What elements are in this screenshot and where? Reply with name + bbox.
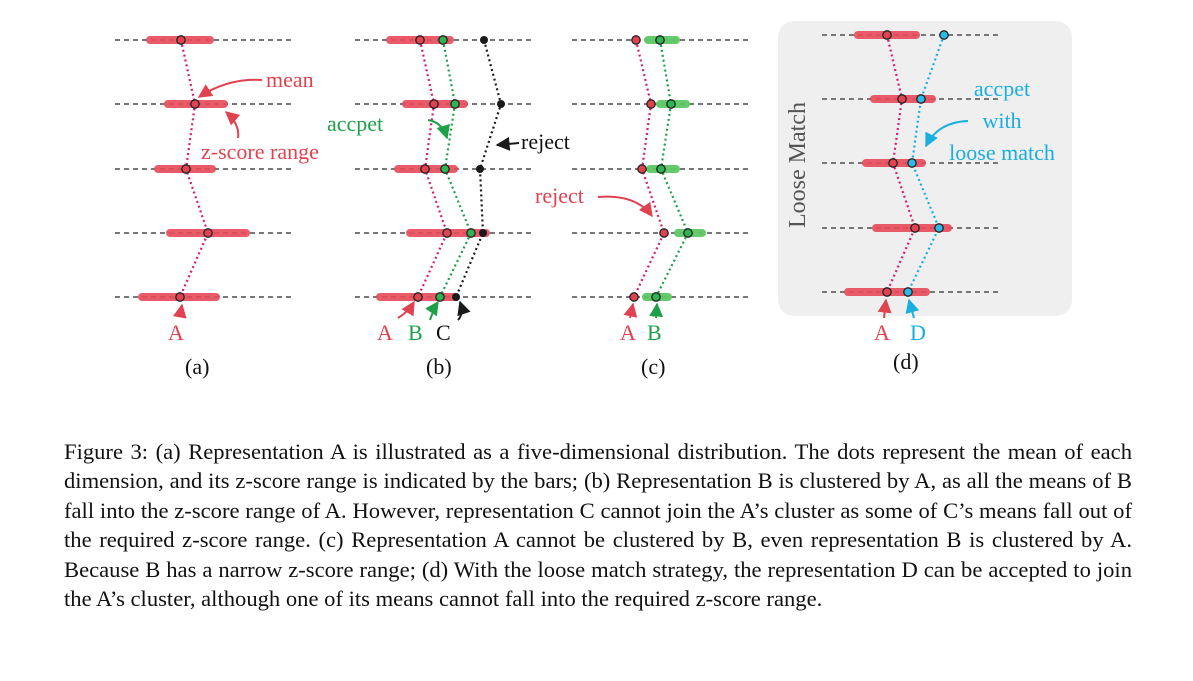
zscore-label: z-score range <box>201 139 319 164</box>
rep-a-label-d: A <box>874 320 890 345</box>
figure-caption: Figure 3: (a) Representation A is illust… <box>64 439 1132 612</box>
rep-a-means-d <box>882 30 920 297</box>
rep-a-zscore-bars-b <box>376 36 490 301</box>
panel-c-label: (c) <box>641 354 665 379</box>
panel-a: mean z-score range A (a) <box>115 35 319 379</box>
rep-b-label-b: B <box>408 320 423 345</box>
zscore-arrow <box>224 111 241 139</box>
rep-b-means-c <box>651 35 693 302</box>
accept-arrow <box>427 119 450 140</box>
rep-c-pointer <box>457 300 471 321</box>
panel-d: Loose Match <box>785 30 1055 374</box>
loose-match-panel <box>778 21 1072 316</box>
rep-d-pointer <box>905 298 920 319</box>
rep-a-pointer-c <box>623 302 638 319</box>
rep-c-means <box>452 36 505 301</box>
rep-a-pointer-d <box>877 298 892 319</box>
rep-d-means <box>903 30 949 297</box>
accept-label: accpet <box>327 111 383 136</box>
rep-a-zscore-bars <box>138 36 250 301</box>
rep-a-means-c <box>629 35 669 302</box>
panel-b: accpet reject A B C (b) <box>327 35 570 379</box>
reject-label-c: reject <box>535 183 584 208</box>
rep-d-mean-line <box>907 34 946 293</box>
loose-match-title: Loose Match <box>785 102 811 228</box>
mean-label: mean <box>266 67 314 92</box>
rep-a-pointer-b <box>397 300 415 319</box>
reject-label: reject <box>521 129 570 154</box>
rep-a-label-c: A <box>620 320 636 345</box>
rep-b-means <box>435 35 476 302</box>
loose-accept-line2: with <box>982 108 1021 133</box>
rep-c-label: C <box>436 320 451 345</box>
loose-accept-line3: loose match <box>949 140 1055 165</box>
rep-c-mean-line <box>454 39 503 298</box>
rep-a-label-b: A <box>377 320 393 345</box>
rep-b-label-c: B <box>647 320 662 345</box>
loose-accept-arrow <box>925 120 969 148</box>
reject-arrow-c <box>597 195 653 218</box>
figure-illustration: mean z-score range A (a) <box>115 21 1072 379</box>
panel-b-label: (b) <box>426 354 452 379</box>
panel-c: reject A B (c) <box>535 35 752 379</box>
rep-a-pointer <box>172 303 187 319</box>
loose-accept-line1: accpet <box>974 76 1030 101</box>
rep-a-means-b <box>413 35 452 302</box>
rep-b-pointer-c <box>649 302 664 319</box>
rep-d-label: D <box>910 320 926 345</box>
rep-a-label: A <box>168 320 184 345</box>
rep-b-pointer <box>425 300 439 321</box>
reject-arrow <box>495 136 520 151</box>
panel-a-label: (a) <box>185 354 209 379</box>
panel-d-label: (d) <box>893 349 919 374</box>
mean-arrow <box>197 78 263 98</box>
rep-a-means <box>175 35 213 302</box>
